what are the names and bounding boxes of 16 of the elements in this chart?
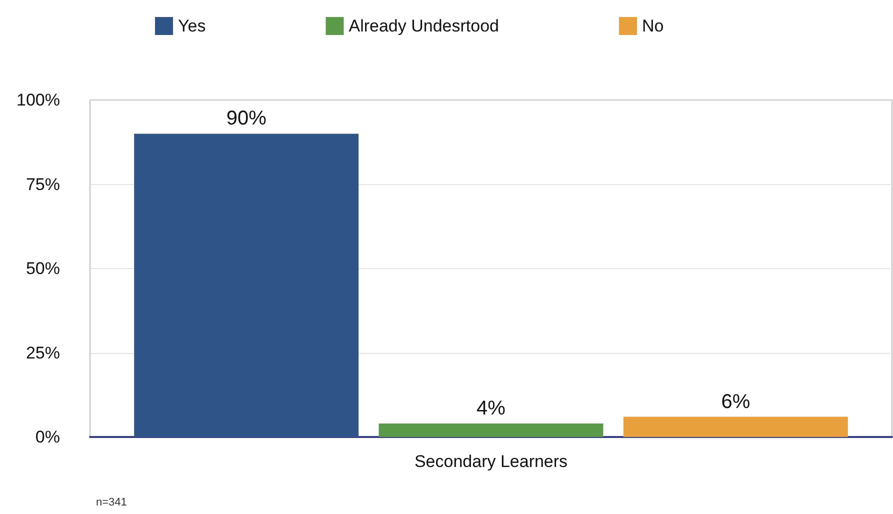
legend-label: Yes: [178, 16, 206, 36]
data-label: 4%: [476, 398, 506, 420]
data-label: 90%: [226, 108, 267, 130]
y-tick-label: 100%: [16, 90, 60, 110]
legend-label: Already Undesrtood: [348, 16, 499, 36]
y-tick-label: 25%: [26, 343, 60, 362]
bar: [378, 424, 604, 437]
y-tick-label: 0%: [35, 428, 60, 446]
y-tick-label: 50%: [26, 259, 60, 278]
x-tick-label: Secondary Learners: [414, 452, 568, 471]
bar: [134, 134, 359, 437]
bar: [623, 416, 848, 437]
text: n=341: [96, 496, 127, 508]
y-tick-label: 75%: [26, 174, 60, 194]
data-label: 6%: [721, 390, 750, 413]
legend-label: No: [642, 16, 664, 36]
